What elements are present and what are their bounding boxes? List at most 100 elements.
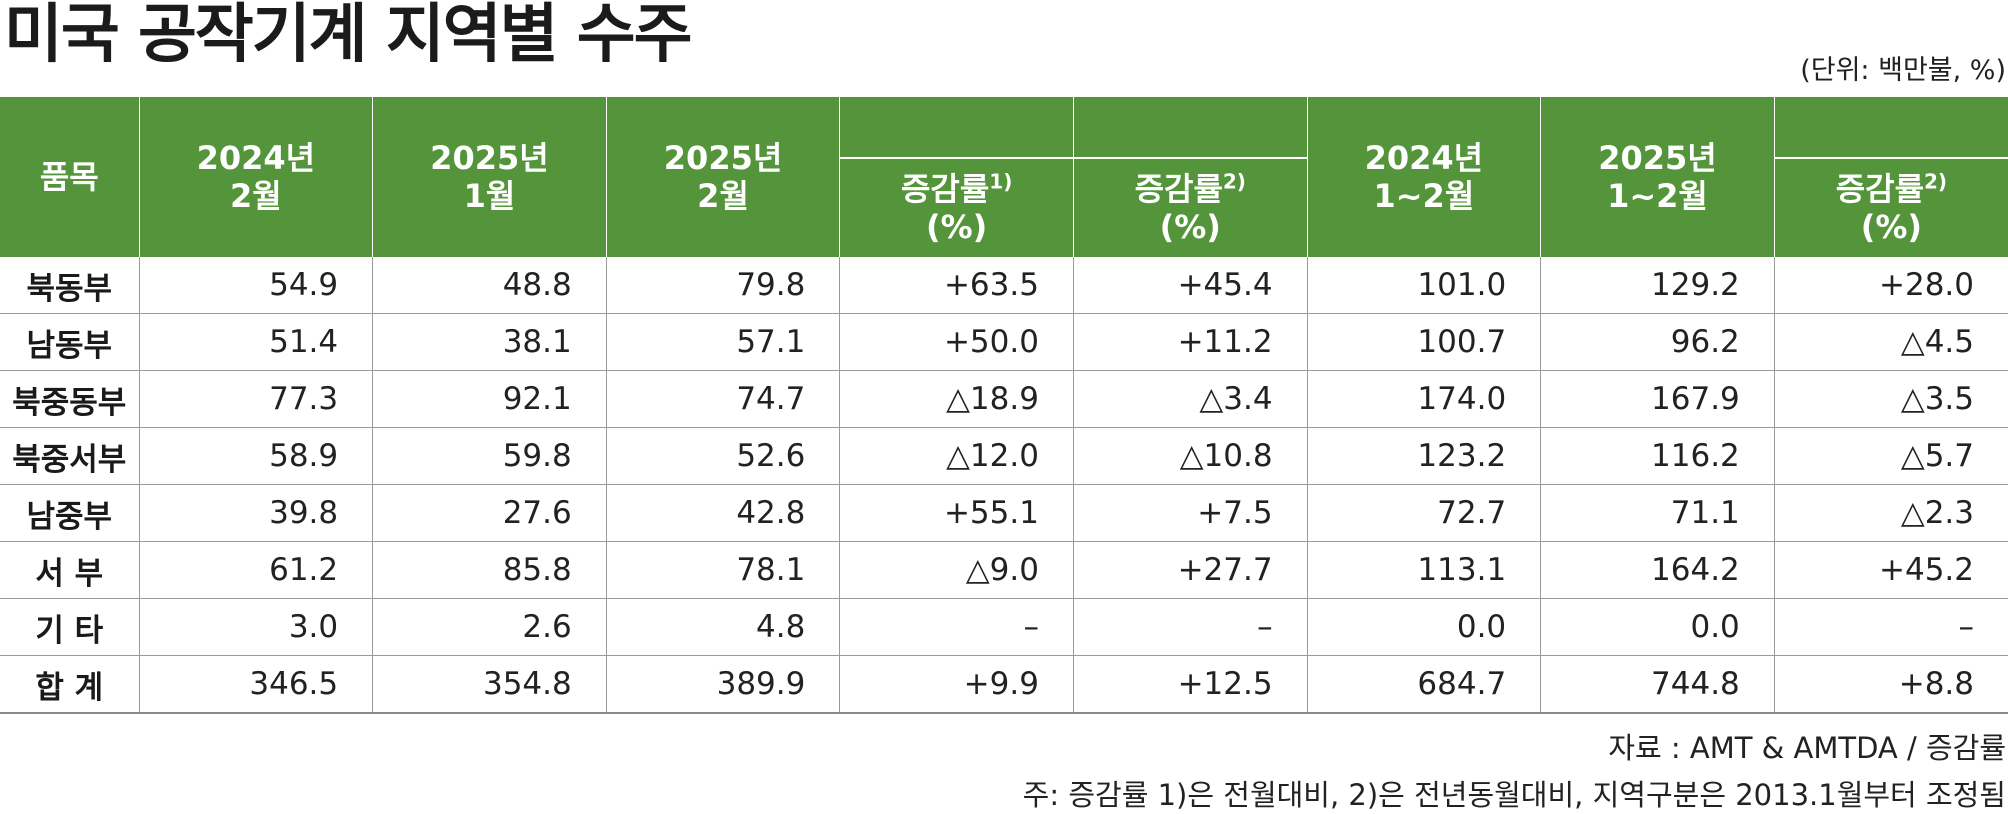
table-header: 품목 2024년 2월 2025년 1월 2025년 2월 2024년 1~2월… bbox=[0, 97, 2008, 257]
table-cell: 48.8 bbox=[372, 257, 607, 314]
row-label: 북중동부 bbox=[0, 370, 140, 428]
table-cell: +27.7 bbox=[1072, 541, 1308, 599]
table-cell: 100.7 bbox=[1306, 313, 1541, 371]
table-row: 북중서부 58.9 59.8 52.6 △12.0 △10.8 123.2 116.2 △5.7 bbox=[0, 427, 2008, 485]
table-cell: 174.0 bbox=[1306, 370, 1541, 428]
table-cell: 123.2 bbox=[1306, 427, 1541, 485]
page-title: 미국 공작기계 지역별 수주 bbox=[4, 0, 693, 72]
row-label: 남중부 bbox=[0, 484, 140, 542]
table-cell: – bbox=[839, 598, 1074, 656]
table-cell: △10.8 bbox=[1072, 427, 1308, 485]
table-cell: 389.9 bbox=[605, 655, 840, 714]
table-cell: 79.8 bbox=[605, 257, 840, 314]
table-row: 남동부 51.4 38.1 57.1 +50.0 +11.2 100.7 96.2 △4.5 bbox=[0, 313, 2008, 371]
orders-table: 품목 2024년 2월 2025년 1월 2025년 2월 2024년 1~2월… bbox=[0, 97, 2008, 714]
row-label: 남동부 bbox=[0, 313, 140, 371]
row-label: 서 부 bbox=[0, 541, 140, 599]
table-cell: 354.8 bbox=[372, 655, 607, 714]
table-cell: 61.2 bbox=[138, 541, 373, 599]
header-2024-janfeb: 2024년 1~2월 bbox=[1306, 97, 1542, 257]
footnote-marker: 2) bbox=[1222, 169, 1246, 194]
header-change-yoy-unit: (%) bbox=[1159, 208, 1221, 246]
table-row: 서 부 61.2 85.8 78.1 △9.0 +27.7 113.1 164.2 +45.2 bbox=[0, 541, 2008, 599]
table-cell: 77.3 bbox=[138, 370, 373, 428]
header-change-mom-label: 증감률 bbox=[900, 170, 990, 208]
table-cell: 38.1 bbox=[372, 313, 607, 371]
table-cell: △3.5 bbox=[1773, 370, 2008, 428]
table-cell: 0.0 bbox=[1306, 598, 1541, 656]
table-cell: 346.5 bbox=[138, 655, 373, 714]
table-cell: – bbox=[1072, 598, 1308, 656]
header-change-yoy-label: 증감률 bbox=[1134, 170, 1223, 208]
table-cell: 167.9 bbox=[1540, 370, 1775, 428]
table-cell: +55.1 bbox=[839, 484, 1074, 542]
row-label: 북동부 bbox=[0, 257, 140, 314]
header-change-mom: 증감률1) (%) bbox=[839, 157, 1074, 257]
table-cell: 52.6 bbox=[605, 427, 840, 485]
table-cell: 74.7 bbox=[605, 370, 840, 428]
table-cell: 92.1 bbox=[372, 370, 607, 428]
table-body: 북동부 54.9 48.8 79.8 +63.5 +45.4 101.0 129.2 +28.0… bbox=[0, 257, 2008, 714]
header-spacer bbox=[1072, 97, 1308, 158]
table-cell: 101.0 bbox=[1306, 257, 1541, 314]
footnote-marker: 2) bbox=[1924, 169, 1948, 194]
header-item: 품목 bbox=[0, 97, 140, 257]
table-cell: +8.8 bbox=[1773, 655, 2008, 714]
table-row: 남중부 39.8 27.6 42.8 +55.1 +7.5 72.7 71.1 △2.3 bbox=[0, 484, 2008, 542]
header-spacer bbox=[839, 97, 1074, 158]
table-cell: 59.8 bbox=[372, 427, 607, 485]
table-cell: +12.5 bbox=[1072, 655, 1308, 714]
table-cell: 684.7 bbox=[1306, 655, 1541, 714]
table-cell: 116.2 bbox=[1540, 427, 1775, 485]
table-row: 기 타 3.0 2.6 4.8– –0.0 0.0– bbox=[0, 598, 2008, 656]
row-label: 북중서부 bbox=[0, 427, 140, 485]
header-change-yoy: 증감률2) (%) bbox=[1072, 157, 1308, 257]
table-cell: △12.0 bbox=[839, 427, 1074, 485]
table-cell: 85.8 bbox=[372, 541, 607, 599]
table-cell: – bbox=[1773, 598, 2008, 656]
table-cell: 42.8 bbox=[605, 484, 840, 542]
header-2025-jan: 2025년 1월 bbox=[372, 97, 607, 257]
table-cell: △5.7 bbox=[1773, 427, 2008, 485]
table-cell: 164.2 bbox=[1540, 541, 1775, 599]
table-cell: 744.8 bbox=[1540, 655, 1775, 714]
header-spacer bbox=[1773, 97, 2008, 158]
table-cell: 54.9 bbox=[138, 257, 373, 314]
table-cell: +45.4 bbox=[1072, 257, 1308, 314]
header-change-mom-unit: (%) bbox=[925, 208, 988, 246]
header-change-cum: 증감률2) (%) bbox=[1773, 157, 2008, 257]
table-cell: 72.7 bbox=[1306, 484, 1541, 542]
header-change-cum-unit: (%) bbox=[1860, 208, 1923, 246]
table-cell: +11.2 bbox=[1072, 313, 1308, 371]
table-row: 북중동부 77.3 92.1 74.7 △18.9 △3.4 174.0 167.9 △3.5 bbox=[0, 370, 2008, 428]
table-cell: 113.1 bbox=[1306, 541, 1541, 599]
table-cell: 129.2 bbox=[1540, 257, 1775, 314]
footnote-marker: 1) bbox=[989, 169, 1013, 194]
table-cell: 2.6 bbox=[372, 598, 607, 656]
header-2025-janfeb: 2025년 1~2월 bbox=[1540, 97, 1775, 257]
row-label: 기 타 bbox=[0, 598, 140, 656]
source-note: 자료 : AMT & AMTDA / 증감률 bbox=[1608, 731, 2006, 765]
table-cell: 57.1 bbox=[605, 313, 840, 371]
table-cell: 71.1 bbox=[1540, 484, 1775, 542]
table-cell: +28.0 bbox=[1773, 257, 2008, 314]
table-cell: +9.9 bbox=[839, 655, 1074, 714]
table-cell: +45.2 bbox=[1773, 541, 2008, 599]
header-2024-feb: 2024년 2월 bbox=[138, 97, 374, 257]
table-cell: 78.1 bbox=[605, 541, 840, 599]
table-cell: +63.5 bbox=[839, 257, 1074, 314]
table-cell: +50.0 bbox=[839, 313, 1074, 371]
table-cell: △3.4 bbox=[1072, 370, 1308, 428]
table-cell: △18.9 bbox=[839, 370, 1074, 428]
table-cell: 58.9 bbox=[138, 427, 373, 485]
header-2025-feb: 2025년 2월 bbox=[605, 97, 841, 257]
table-cell: △2.3 bbox=[1773, 484, 2008, 542]
table-cell: +7.5 bbox=[1072, 484, 1308, 542]
header-change-cum-label: 증감률 bbox=[1835, 170, 1925, 208]
table-cell: 39.8 bbox=[138, 484, 373, 542]
table-cell: 0.0 bbox=[1540, 598, 1775, 656]
table-cell: △9.0 bbox=[839, 541, 1074, 599]
table-cell: 96.2 bbox=[1540, 313, 1775, 371]
unit-note: (단위: 백만불, %) bbox=[1800, 55, 2006, 86]
table-cell: 3.0 bbox=[138, 598, 373, 656]
